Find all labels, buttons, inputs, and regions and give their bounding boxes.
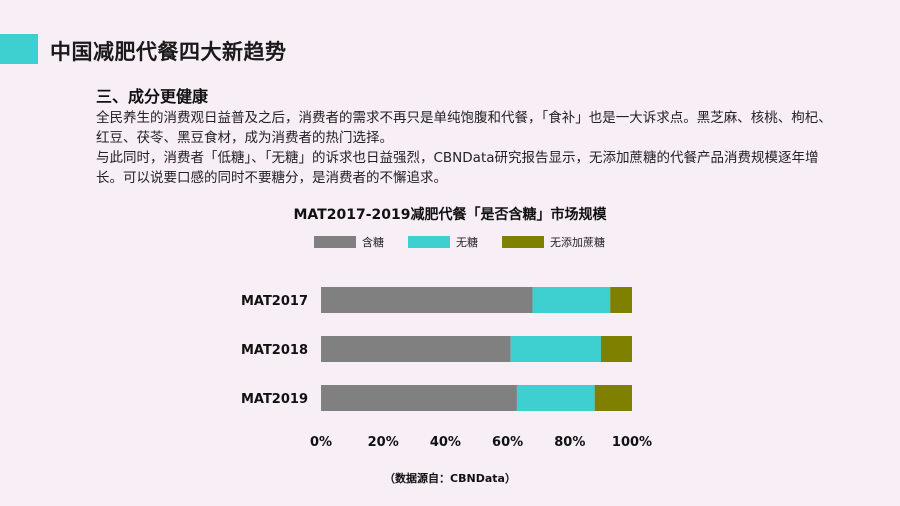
legend-item-1: 无糖 bbox=[408, 234, 478, 250]
title-accent-block bbox=[0, 34, 38, 64]
data-source-note: （数据源自：CBNData） bbox=[384, 472, 516, 485]
bar-segment-mat2017-series-0 bbox=[321, 287, 533, 313]
category-label-mat2018: MAT2018 bbox=[241, 343, 308, 358]
chart-title-wrap: MAT2017-2019减肥代餐「是否含糖」市场规模 bbox=[0, 204, 900, 224]
legend-swatch-0 bbox=[314, 236, 356, 248]
category-label-mat2017: MAT2017 bbox=[241, 294, 308, 309]
bar-segment-mat2019-series-1 bbox=[516, 385, 595, 411]
x-tick-label-0: 0% bbox=[310, 435, 332, 450]
paragraph-1: 全民养生的消费观日益普及之后，消费者的需求不再只是单纯饱腹和代餐，「食补」也是一… bbox=[96, 110, 832, 146]
legend-swatch-1 bbox=[408, 236, 450, 248]
bar-segment-mat2018-series-2 bbox=[600, 336, 632, 362]
bar-segment-mat2018-series-0 bbox=[321, 336, 511, 362]
x-tick-label-1: 20% bbox=[368, 435, 399, 450]
paragraph-2: 与此同时，消费者「低糖」、「无糖」的诉求也日益强烈，CBNData研究报告显示，… bbox=[96, 150, 819, 186]
bar-segment-mat2018-series-1 bbox=[510, 336, 601, 362]
x-tick-label-3: 60% bbox=[492, 435, 523, 450]
bar-segment-mat2019-series-0 bbox=[321, 385, 517, 411]
bar-segment-mat2019-series-2 bbox=[594, 385, 632, 411]
body-text: 全民养生的消费观日益普及之后，消费者的需求不再只是单纯饱腹和代餐，「食补」也是一… bbox=[96, 108, 836, 188]
legend-label-2: 无添加蔗糖 bbox=[550, 236, 605, 249]
chart-legend: 含糖 无糖 无添加蔗糖 bbox=[314, 234, 629, 250]
slide-title: 中国减肥代餐四大新趋势 bbox=[50, 39, 287, 64]
section-heading: 三、成分更健康 bbox=[96, 87, 209, 106]
bar-segment-mat2017-series-2 bbox=[610, 287, 632, 313]
x-tick-label-4: 80% bbox=[554, 435, 585, 450]
category-label-mat2019: MAT2019 bbox=[241, 392, 308, 407]
bar-segment-mat2017-series-1 bbox=[532, 287, 611, 313]
legend-item-0: 含糖 bbox=[314, 234, 384, 250]
legend-swatch-2 bbox=[502, 236, 544, 248]
legend-item-2: 无添加蔗糖 bbox=[502, 234, 605, 250]
x-tick-label-5: 100% bbox=[612, 435, 652, 450]
x-tick-label-2: 40% bbox=[430, 435, 461, 450]
legend-label-0: 含糖 bbox=[362, 236, 384, 249]
legend-label-1: 无糖 bbox=[456, 236, 478, 249]
chart-title: MAT2017-2019减肥代餐「是否含糖」市场规模 bbox=[293, 207, 607, 223]
